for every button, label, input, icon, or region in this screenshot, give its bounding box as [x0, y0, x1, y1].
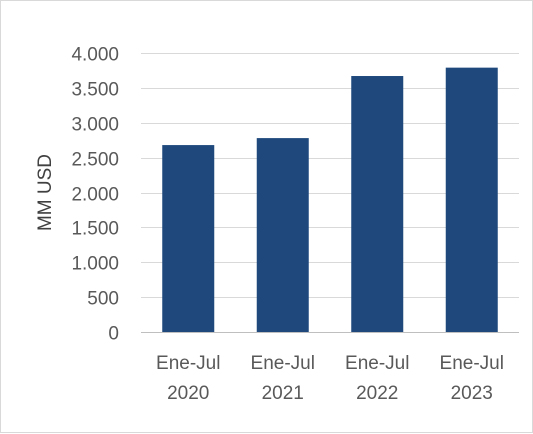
y-tick-label: 500 — [87, 289, 119, 310]
x-tick-label: 2022 — [356, 383, 398, 404]
y-tick-label: 1.500 — [71, 219, 119, 240]
y-axis-title: MM USD — [35, 154, 56, 231]
y-tick-label: 1.000 — [71, 254, 119, 275]
bar — [162, 145, 215, 332]
y-tick-label: 2.000 — [71, 185, 119, 206]
x-tick-label: Ene-Jul — [440, 353, 504, 374]
y-tick-labels: 0 500 1.000 1.500 2.000 2.500 3.000 3.500 4.000 — [71, 45, 119, 345]
x-tick-labels: Ene-Jul 2020 Ene-Jul 2021 Ene-Jul 2022 Ene-Jul… — [156, 353, 504, 404]
y-tick-label: 2.500 — [71, 150, 119, 171]
x-tick-label: Ene-Jul — [251, 353, 315, 374]
bar — [351, 76, 404, 332]
y-tick-label: 3.500 — [71, 80, 119, 101]
x-tick-label: 2020 — [167, 383, 209, 404]
bars — [162, 67, 498, 333]
y-tick-label: 0 — [108, 324, 119, 345]
x-tick-label: 2021 — [262, 383, 304, 404]
x-tick-label: Ene-Jul — [156, 353, 220, 374]
y-tick-label: 3.000 — [71, 115, 119, 136]
y-tick-label: 4.000 — [71, 45, 119, 66]
x-tick-label: Ene-Jul — [345, 353, 409, 374]
bar — [445, 67, 498, 333]
x-tick-label: 2023 — [451, 383, 493, 404]
bar — [256, 138, 309, 332]
